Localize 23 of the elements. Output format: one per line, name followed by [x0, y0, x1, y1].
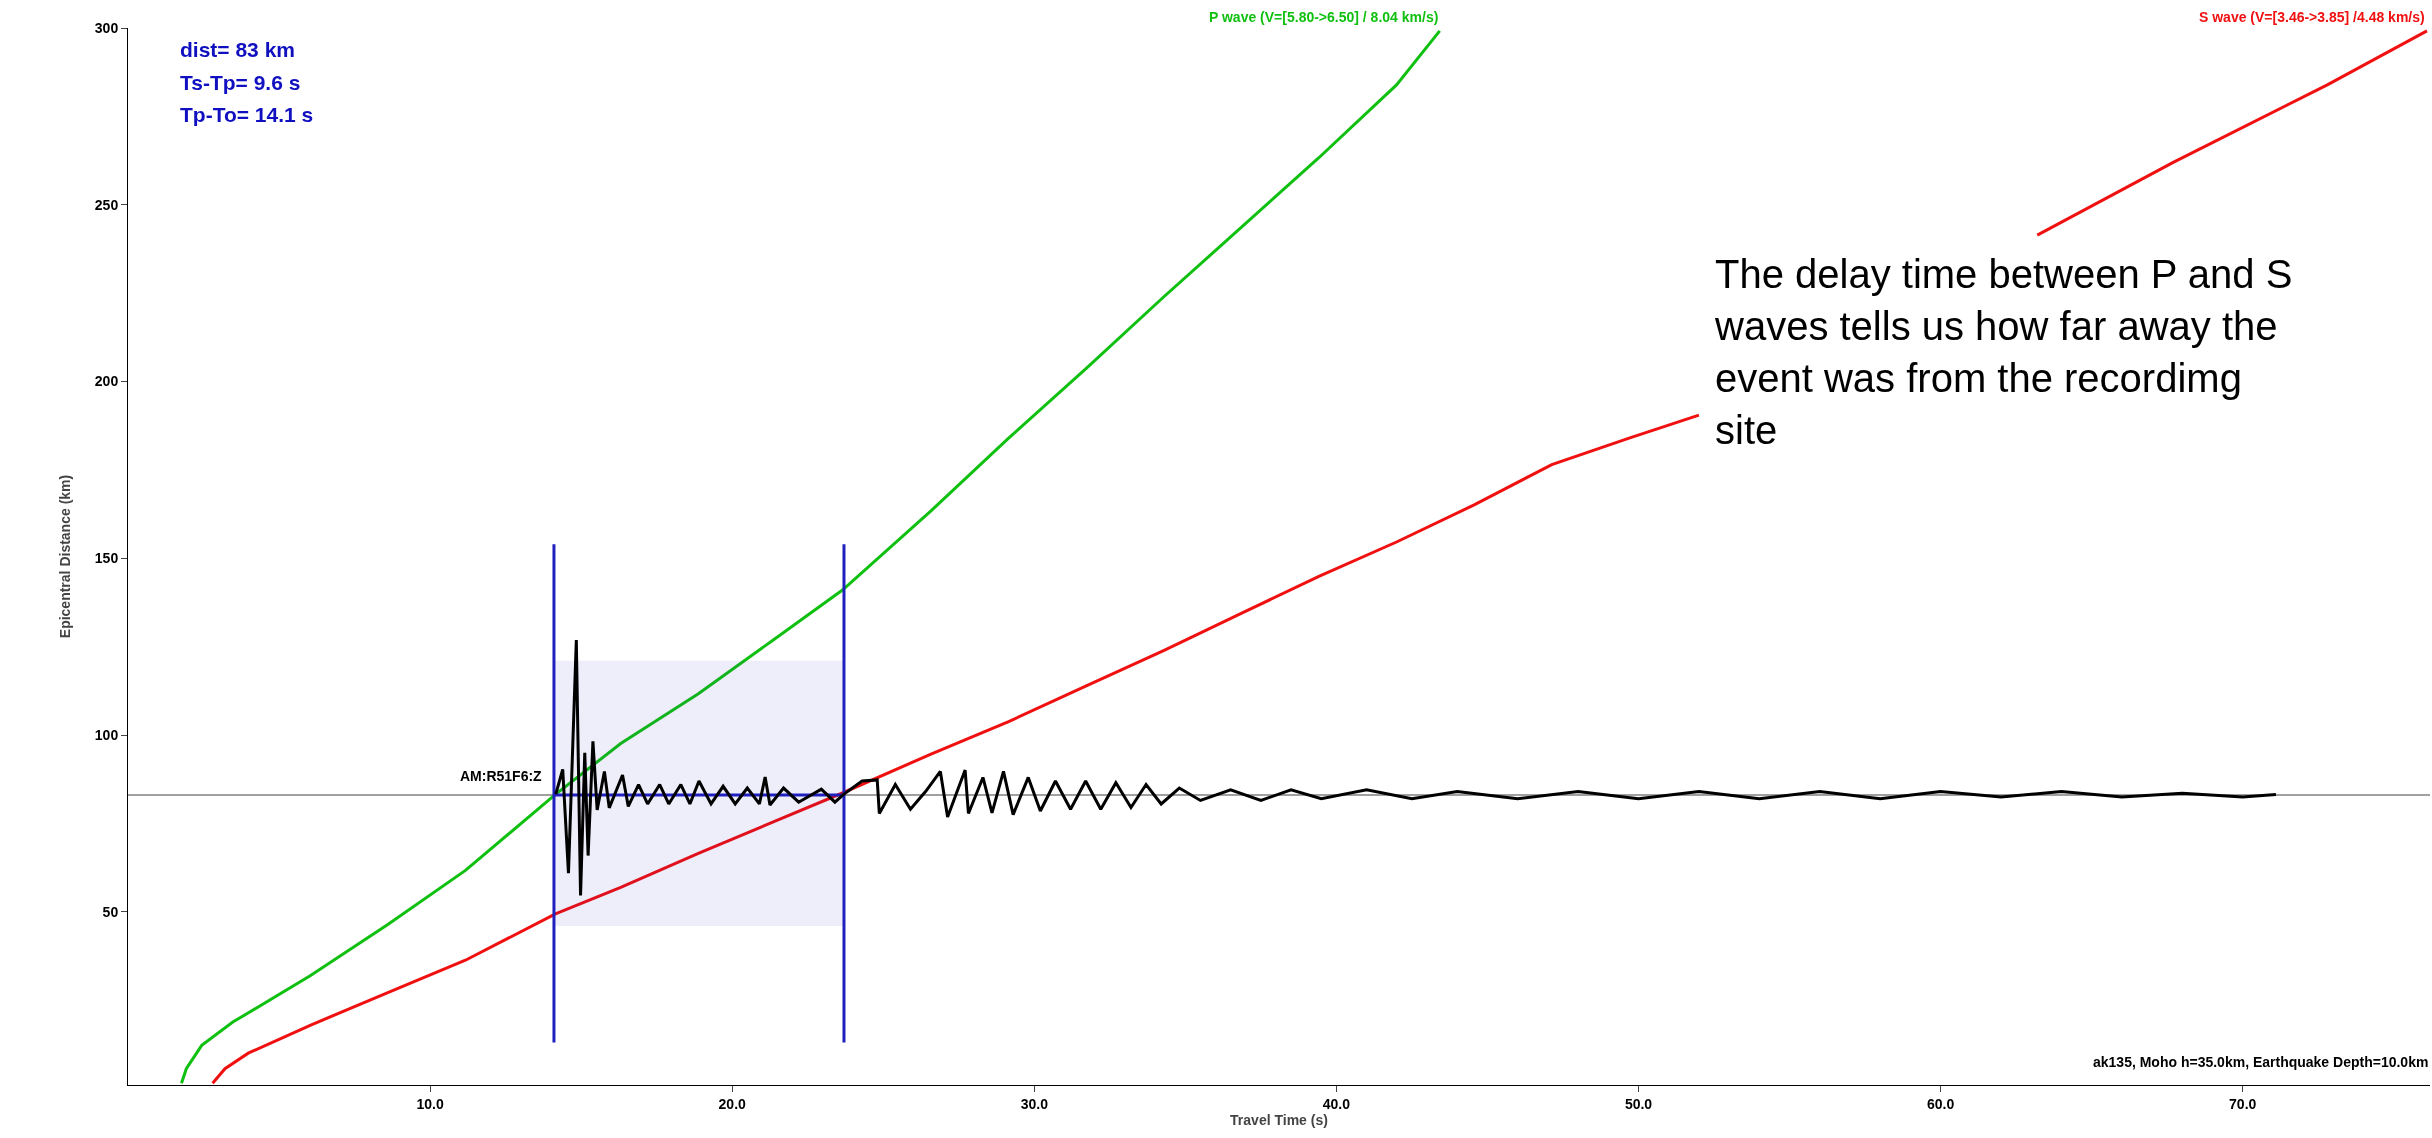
y-axis-title: Epicentral Distance (km) — [57, 474, 74, 639]
x-tick-label: 10.0 — [416, 1095, 444, 1112]
x-tick-label: 30.0 — [1020, 1095, 1049, 1112]
x-tick-label: 50.0 — [1624, 1095, 1653, 1112]
series-label: AM:R51F6:Z — [460, 768, 543, 784]
annotation: Tp-To= 14.1 s — [180, 103, 314, 126]
y-tick-label: 250 — [94, 196, 119, 213]
x-tick-label: 20.0 — [718, 1095, 747, 1112]
annotation: dist= 83 km — [180, 38, 295, 61]
x-tick-label: 40.0 — [1322, 1095, 1351, 1112]
x-axis-title: Travel Time (s) — [1230, 1112, 1328, 1129]
series-label: S wave (V=[3.46->3.85] /4.48 km/s) — [2199, 9, 2425, 25]
annotation: The delay time between P and S waves tells us how far away the event was from the recordimg site — [1714, 252, 2293, 452]
y-tick-label: 200 — [94, 373, 119, 390]
y-tick-label: 150 — [94, 550, 119, 567]
x-tick-label: 60.0 — [1926, 1095, 1955, 1112]
y-tick-label: 50 — [102, 903, 119, 920]
y-tick-label: 300 — [94, 19, 119, 36]
series-label: P wave (V=[5.80->6.50] / 8.04 km/s) — [1209, 9, 1439, 25]
annotation: ak135, Moho h=35.0km, Earthquake Depth=10.0km — [2093, 1054, 2429, 1070]
y-tick-label: 100 — [94, 726, 119, 743]
x-tick-label: 70.0 — [2229, 1095, 2257, 1112]
annotation: Ts-Tp= 9.6 s — [180, 71, 301, 94]
